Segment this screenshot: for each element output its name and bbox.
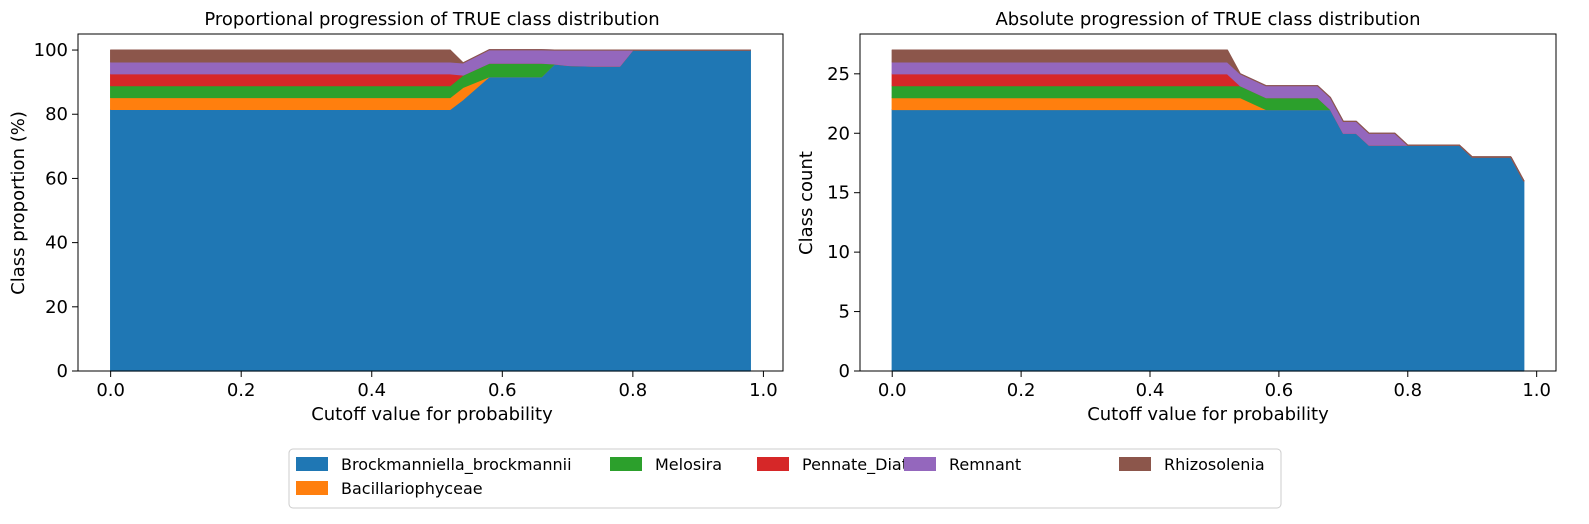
legend-label: Bacillariophyceae: [341, 479, 483, 498]
legend-swatch: [296, 457, 328, 471]
y-tick-label: 80: [45, 104, 68, 125]
y-axis-label: Class count: [796, 151, 817, 255]
legend-label: Melosira: [655, 455, 722, 474]
area-rhizosolenia: [891, 49, 1525, 182]
x-tick-label: 0.2: [1007, 380, 1036, 401]
y-tick-label: 10: [827, 242, 850, 263]
legend-swatch: [757, 457, 789, 471]
y-tick-label: 20: [827, 123, 850, 144]
legend: Brockmanniella_brockmannii Bacillariophyc…: [288, 448, 1282, 509]
y-tick-label: 60: [45, 168, 68, 189]
legend-label: Pennate_Diatom: [802, 455, 933, 475]
proportional-chart: Proportional progression of TRUE class d…: [8, 9, 784, 425]
x-tick-label: 0.0: [878, 380, 907, 401]
chart-title: Absolute progression of TRUE class distr…: [995, 9, 1420, 30]
x-tick-label: 0.4: [357, 380, 386, 401]
legend-label: Brockmanniella_brockmannii: [341, 455, 572, 475]
x-axis-label: Cutoff value for probability: [1087, 404, 1329, 425]
chart-title: Proportional progression of TRUE class d…: [204, 9, 659, 30]
y-tick-label: 100: [34, 40, 68, 61]
absolute-chart: Absolute progression of TRUE class distr…: [796, 9, 1557, 425]
legend-swatch: [904, 457, 936, 471]
x-tick-label: 0.4: [1136, 380, 1165, 401]
x-tick-label: 1.0: [1522, 380, 1551, 401]
x-tick-label: 0.6: [488, 380, 517, 401]
legend-box: [288, 448, 1282, 509]
area-rhizosolenia: [110, 49, 751, 64]
x-tick-label: 0.8: [1393, 380, 1422, 401]
x-tick-label: 0.2: [227, 380, 256, 401]
legend-label: Rhizosolenia: [1164, 455, 1265, 474]
y-tick-label: 15: [827, 183, 850, 204]
x-tick-label: 0.0: [96, 380, 125, 401]
x-axis-label: Cutoff value for probability: [311, 404, 553, 425]
x-tick-label: 0.8: [619, 380, 648, 401]
axes-frame: [77, 33, 784, 372]
y-tick-label: 0: [839, 361, 850, 382]
y-tick-label: 40: [45, 233, 68, 254]
area-brockmanniella-brockmannii: [891, 108, 1525, 372]
y-tick-label: 20: [45, 297, 68, 318]
legend-swatch: [610, 457, 642, 471]
y-tick-label: 0: [57, 361, 68, 382]
legend-swatch: [296, 481, 328, 495]
x-tick-label: 0.6: [1265, 380, 1294, 401]
legend-swatch: [1119, 457, 1151, 471]
legend-label: Remnant: [949, 455, 1021, 474]
y-axis-label: Class proportion (%): [8, 111, 29, 295]
y-tick-label: 25: [827, 64, 850, 85]
x-tick-label: 1.0: [749, 380, 778, 401]
axes-frame: [859, 33, 1557, 372]
y-tick-label: 5: [839, 302, 850, 323]
